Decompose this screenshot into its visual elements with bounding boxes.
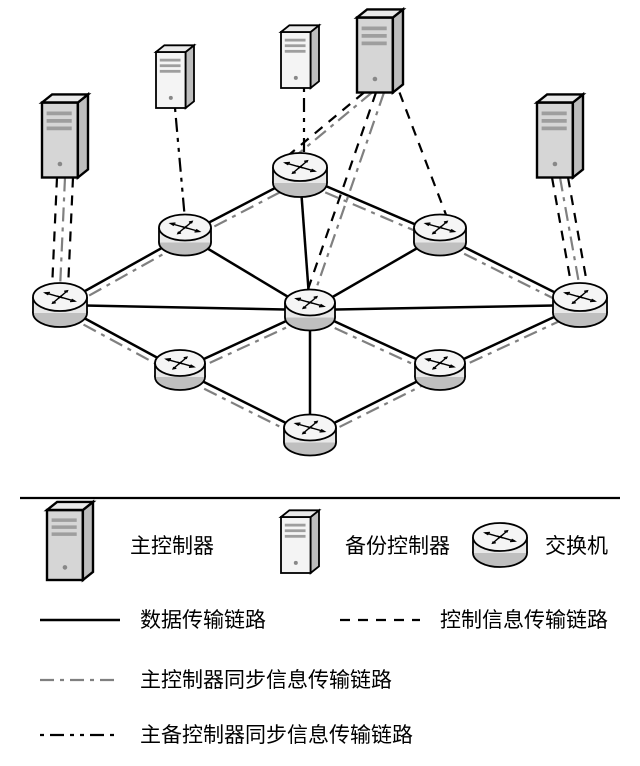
diagram-svg: 主控制器 备份控制器 交换机数据传输链路 控制信息传输链路主控制器同步信息传输链路主备… <box>0 0 640 766</box>
data-link <box>310 305 580 310</box>
switch-s_top <box>273 153 327 197</box>
server-srv_top <box>357 9 403 92</box>
diagram-canvas: 主控制器 备份控制器 交换机数据传输链路 控制信息传输链路主控制器同步信息传输链路主备… <box>0 0 640 766</box>
pb_sync-link <box>175 108 185 220</box>
switch-s_left <box>33 283 87 327</box>
control-link <box>52 178 57 290</box>
control-link <box>552 178 572 290</box>
control-link <box>68 178 73 290</box>
server-srv_ml <box>156 45 194 108</box>
legend-main-controller-icon <box>47 502 93 580</box>
data-link <box>60 305 310 310</box>
switch-s_tl <box>159 215 211 256</box>
control-link <box>400 93 449 221</box>
server-srv_right <box>537 94 583 177</box>
layer-switches <box>33 153 607 456</box>
legend-switch-label: 交换机 <box>545 534 608 558</box>
legend-data-link-label: 数据传输链路 <box>140 608 266 632</box>
switch-s_tr <box>414 215 466 256</box>
server-srv_mc <box>281 25 319 88</box>
legend-backup-controller-icon <box>281 510 319 573</box>
switch-s_br <box>415 350 465 390</box>
main_sync-link <box>60 178 65 290</box>
switch-s_right <box>553 283 607 327</box>
server-srv_left <box>42 94 88 177</box>
legend-switch-icon <box>473 523 527 567</box>
layer-legend: 主控制器 备份控制器 交换机数据传输链路 控制信息传输链路主控制器同步信息传输链路主备… <box>20 498 620 747</box>
legend-main-sync-label: 主控制器同步信息传输链路 <box>140 668 392 692</box>
legend-main-controller-label: 主控制器 <box>130 534 214 558</box>
legend-control-link-label: 控制信息传输链路 <box>440 608 608 632</box>
switch-s_bl <box>155 350 205 390</box>
layer-servers <box>42 9 583 177</box>
control-link <box>284 93 364 160</box>
legend-backup-controller-label: 备份控制器 <box>345 534 450 558</box>
switch-s_bot <box>284 415 336 456</box>
switch-s_center <box>285 290 335 331</box>
legend-pb-sync-label: 主备控制器同步信息传输链路 <box>140 723 413 747</box>
main_sync-link <box>314 93 384 296</box>
